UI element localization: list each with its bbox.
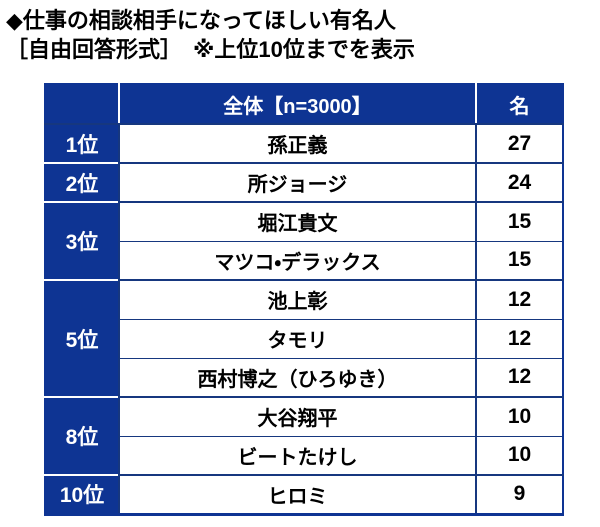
table-row: 3位 堀江貴文 15 (45, 201, 563, 280)
celebrity-name: 大谷翔平 (119, 396, 476, 436)
header-group-cell: 全体【n=3000】 (118, 84, 476, 125)
mention-count: 15 (475, 201, 563, 241)
table-row: 10位 ヒロミ 9 (45, 474, 563, 514)
celebrity-name: 西村博之（ひろゆき） (119, 357, 476, 397)
table-row: 西村博之（ひろゆき） 12 (45, 357, 563, 397)
table-row: タモリ 12 (45, 318, 563, 358)
rank-cell: 10位 (45, 474, 120, 514)
mention-count: 9 (475, 474, 563, 514)
header-unit-cell: 名 (475, 84, 563, 125)
rank-cell: 8位 (45, 396, 120, 475)
table-row: 2位 所ジョージ 24 (45, 162, 563, 202)
mention-count: 15 (475, 240, 563, 280)
table-row: 5位 池上彰 12 (45, 279, 563, 397)
table-row: 8位 大谷翔平 10 (45, 396, 563, 475)
ranking-table-head: 全体【n=3000】 名 (45, 84, 563, 125)
mention-count: 10 (475, 396, 563, 436)
rank-cell: 2位 (45, 162, 120, 202)
rank-cell: 1位 (45, 123, 120, 163)
celebrity-name: 所ジョージ (119, 162, 476, 202)
header-rank-cell (45, 84, 119, 125)
celebrity-name: ビートたけし (119, 435, 476, 475)
mention-count: 27 (475, 123, 563, 163)
mention-count: 24 (475, 162, 563, 202)
mention-count: 12 (475, 357, 563, 397)
celebrity-name: 孫正義 (119, 123, 476, 163)
table-row: マツコ・デラックス 15 (45, 240, 563, 280)
rank-cell: 5位 (45, 279, 120, 397)
celebrity-name: ヒロミ (119, 474, 476, 514)
header-row: 全体【n=3000】 名 (45, 84, 563, 125)
mention-count: 12 (475, 279, 563, 319)
page-subtitle: ［自由回答形式］ ※上位10位までを表示 (6, 37, 415, 62)
page-title: ◆仕事の相談相手になってほしい有名人 (6, 8, 396, 33)
celebrity-name: タモリ (119, 318, 476, 358)
mention-count: 10 (475, 435, 563, 475)
mention-count: 12 (475, 318, 563, 358)
ranking-table: 全体【n=3000】 名 1位 孫正義 27 2位 所ジョージ 24 3位 堀江貴文 15 マツコ… (44, 83, 564, 516)
title-block: ◆仕事の相談相手になってほしい有名人 ［自由回答形式］ ※上位10位までを表示 (6, 6, 596, 64)
ranking-table-body: 1位 孫正義 27 2位 所ジョージ 24 3位 堀江貴文 15 マツコ・デラックス 15 5位 池上彰… (45, 123, 563, 514)
celebrity-name: 堀江貴文 (119, 201, 476, 241)
celebrity-name: 池上彰 (119, 279, 476, 319)
table-row: ビートたけし 10 (45, 435, 563, 475)
celebrity-name: マツコ・デラックス (119, 240, 476, 280)
table-row: 1位 孫正義 27 (45, 123, 563, 163)
rank-cell: 3位 (45, 201, 120, 280)
